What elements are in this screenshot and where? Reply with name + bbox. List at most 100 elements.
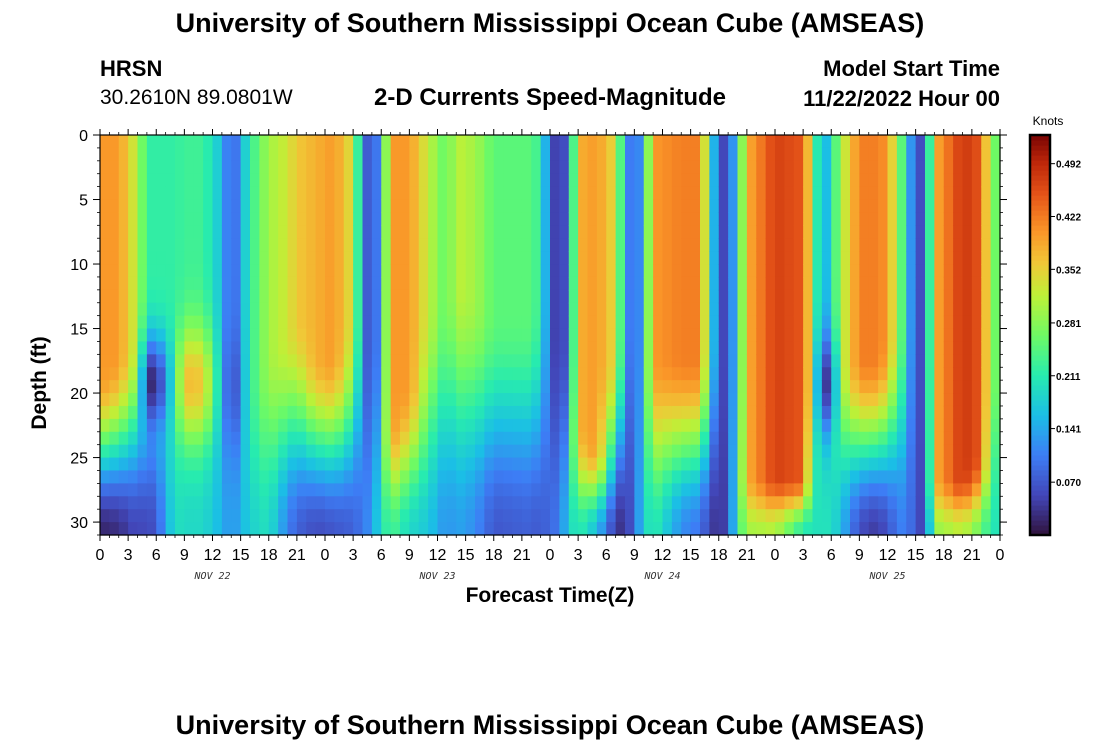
heatmap-cell [259, 238, 270, 252]
heatmap-cell [409, 328, 420, 343]
heatmap-cell [634, 315, 645, 330]
heatmap-cell [868, 522, 879, 536]
heatmap-cell [728, 393, 739, 407]
heatmap-cell [615, 380, 626, 394]
heatmap-cell [531, 457, 542, 472]
heatmap-cell [250, 186, 260, 201]
colorbar-segment [1030, 470, 1050, 476]
heatmap-cell [475, 276, 485, 291]
heatmap-cell [728, 238, 739, 252]
heatmap-cell [784, 496, 795, 510]
heatmap-cell [615, 470, 626, 484]
heatmap-cell [512, 264, 523, 278]
heatmap-cell [831, 276, 842, 291]
heatmap-cell [634, 276, 645, 291]
heatmap-cell [953, 328, 964, 343]
heatmap-cell [718, 444, 729, 459]
heatmap-cell [137, 315, 148, 330]
heatmap-cell [878, 380, 889, 394]
heatmap-cell [203, 147, 214, 162]
heatmap-cell [456, 135, 467, 149]
heatmap-cell [653, 199, 664, 214]
heatmap-cell [896, 264, 907, 278]
heatmap-cell [690, 199, 701, 214]
heatmap-cell [175, 264, 185, 278]
heatmap-cell [906, 509, 917, 523]
colorbar-segment [1030, 235, 1050, 241]
heatmap-cell [203, 496, 214, 510]
heatmap-cell [240, 341, 251, 355]
heatmap-cell [756, 251, 767, 265]
heatmap-cell [128, 276, 139, 291]
heatmap-cell [409, 496, 420, 510]
heatmap-cell [803, 509, 814, 523]
heatmap-cell [728, 328, 739, 343]
heatmap-cell [521, 522, 532, 536]
heatmap-cell [775, 444, 785, 459]
heatmap-cell [728, 302, 739, 317]
heatmap-cell [343, 522, 354, 536]
heatmap-cell [925, 160, 935, 175]
heatmap-cell [962, 251, 973, 265]
heatmap-cell [896, 199, 907, 214]
heatmap-cell [165, 289, 176, 304]
heatmap-cell [193, 212, 204, 226]
heatmap-cell [503, 212, 514, 226]
heatmap-cell [418, 276, 429, 291]
heatmap-cell [728, 431, 739, 446]
heatmap-cell [446, 522, 457, 536]
heatmap-cell [221, 418, 232, 433]
heatmap-cell [709, 251, 720, 265]
heatmap-cell [325, 173, 335, 188]
heatmap-cell [165, 199, 176, 214]
heatmap-cell [540, 160, 551, 175]
heatmap-cell [437, 199, 448, 214]
heatmap-cell [456, 160, 467, 175]
heatmap-cell [418, 354, 429, 368]
heatmap-cell [803, 186, 814, 201]
heatmap-cell [850, 380, 860, 394]
heatmap-cell [643, 470, 654, 484]
heatmap-cell [728, 264, 739, 278]
heatmap-cell [681, 264, 692, 278]
heatmap-cell [606, 225, 617, 239]
heatmap-cell [371, 328, 382, 343]
heatmap-cell [100, 418, 110, 433]
heatmap-cell [971, 199, 982, 214]
heatmap-cell [381, 444, 392, 459]
heatmap-cell [962, 444, 973, 459]
colorbar-segment [1030, 200, 1050, 206]
heatmap-cell [728, 405, 739, 420]
heatmap-cell [596, 496, 607, 510]
heatmap-cell [765, 444, 776, 459]
heatmap-cell [850, 483, 860, 497]
heatmap-cell [109, 418, 120, 433]
heatmap-cell [784, 393, 795, 407]
heatmap-cell [690, 225, 701, 239]
heatmap-cell [306, 367, 317, 381]
heatmap-cell [896, 367, 907, 381]
heatmap-cell [671, 251, 682, 265]
heatmap-cell [175, 315, 185, 330]
heatmap-cell [662, 328, 673, 343]
heatmap-cell [390, 135, 401, 149]
heatmap-cell [709, 315, 720, 330]
heatmap-cell [418, 302, 429, 317]
heatmap-cell [371, 470, 382, 484]
heatmap-cell [634, 238, 645, 252]
heatmap-cell [400, 367, 410, 381]
heatmap-cell [821, 147, 832, 162]
heatmap-cell [428, 173, 439, 188]
heatmap-cell [250, 302, 260, 317]
heatmap-cell [484, 354, 495, 368]
heatmap-cell [915, 302, 926, 317]
heatmap-cell [381, 315, 392, 330]
heatmap-cell [746, 147, 757, 162]
heatmap-cell [587, 276, 598, 291]
heatmap-cell [709, 147, 720, 162]
heatmap-cell [343, 212, 354, 226]
heatmap-cell [859, 199, 870, 214]
heatmap-cell [896, 380, 907, 394]
heatmap-cell [465, 264, 476, 278]
heatmap-cell [137, 147, 148, 162]
